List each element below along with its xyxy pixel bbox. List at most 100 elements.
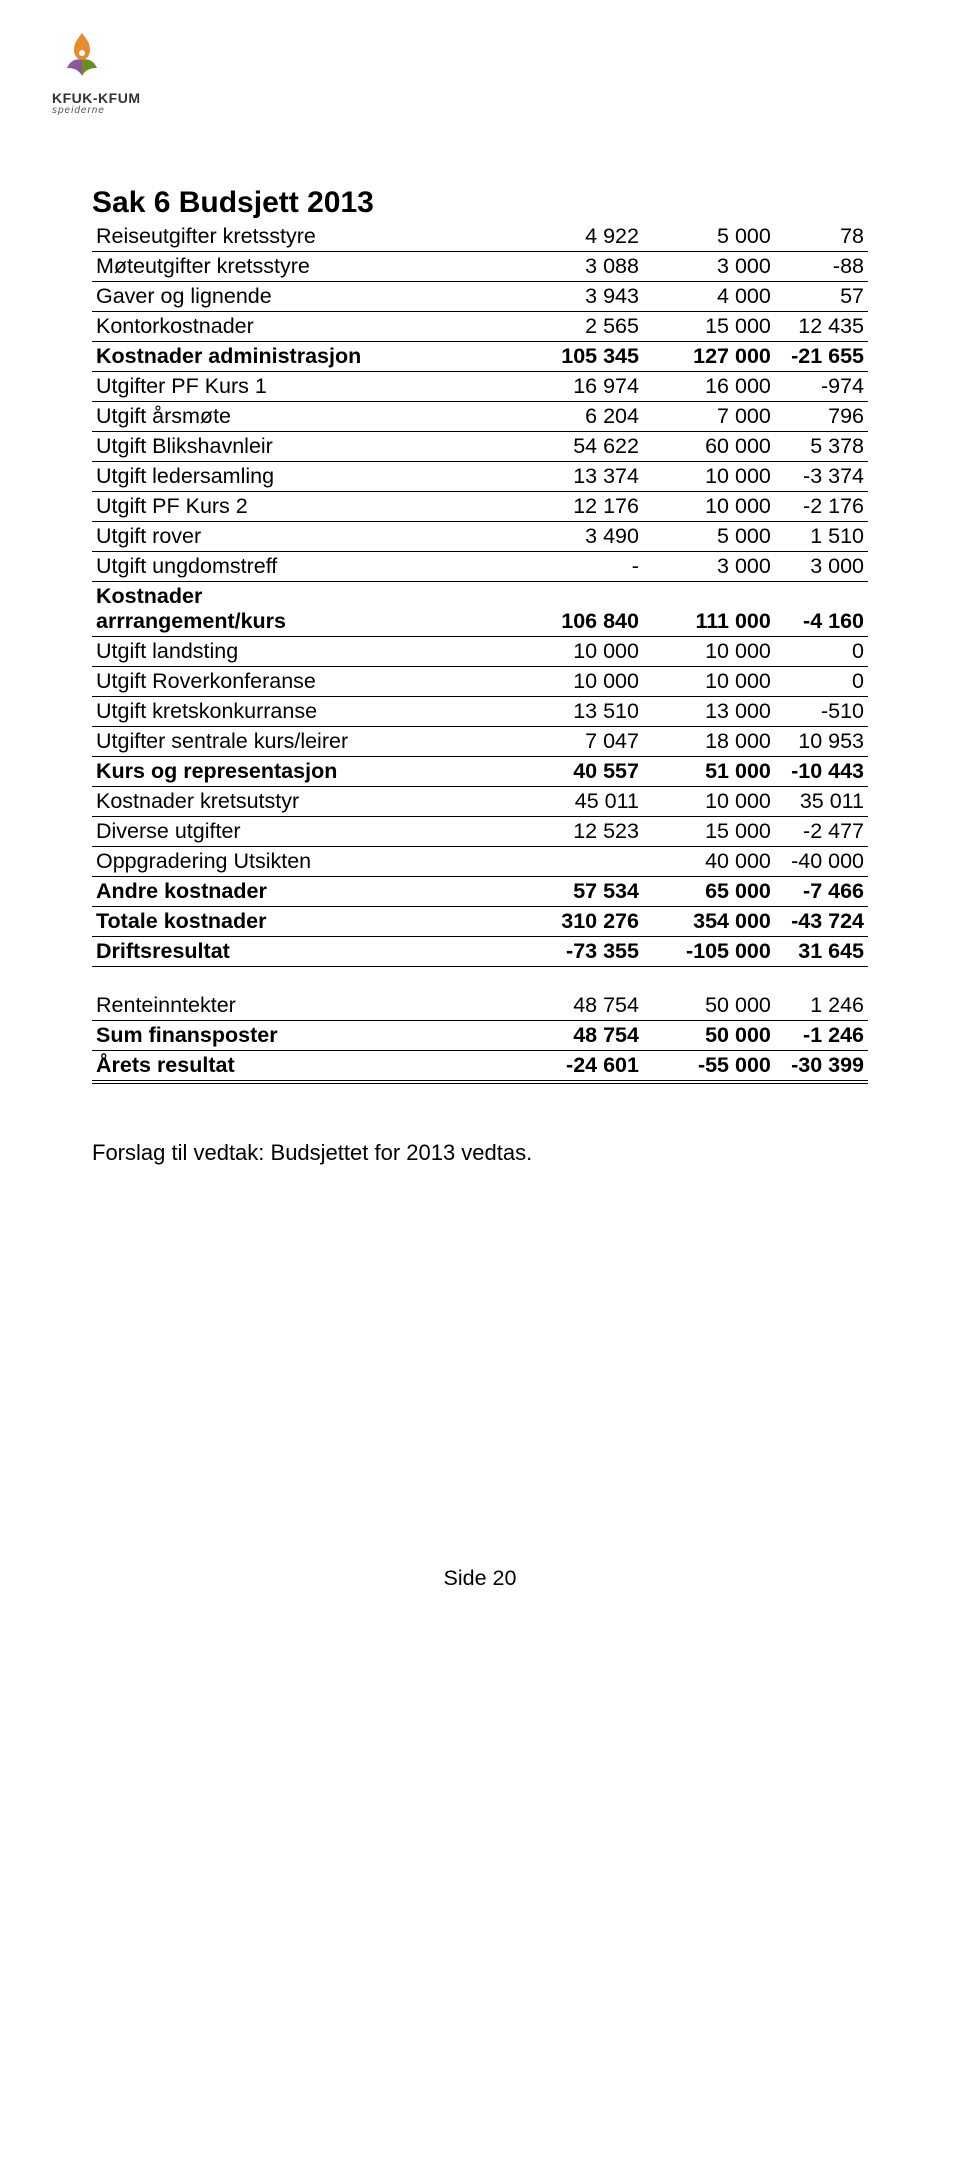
row-label: Utgifter sentrale kurs/leirer [92,727,511,757]
row-col-1: 13 510 [511,697,643,727]
row-col-1: 54 622 [511,432,643,462]
row-label: Kurs og representasjon [92,757,511,787]
row-col-1: 10 000 [511,637,643,667]
table-row: Kurs og representasjon40 55751 000-10 44… [92,757,868,787]
table-row: Utgift kretskonkurranse13 51013 000-510 [92,697,868,727]
row-label: Utgift rover [92,522,511,552]
row-col-2: 50 000 [643,1021,775,1051]
row-col-2: 10 000 [643,462,775,492]
proposal-text: Forslag til vedtak: Budsjettet for 2013 … [92,1140,868,1166]
row-col-1: 3 943 [511,282,643,312]
row-label: Kontorkostnader [92,312,511,342]
page-footer: Side 20 [92,1566,868,1591]
row-col-3: -2 176 [775,492,868,522]
table-row: Kostnaderarrrangement/kurs106 840111 000… [92,582,868,637]
row-label: Sum finansposter [92,1021,511,1051]
row-col-3: 5 378 [775,432,868,462]
row-col-3: -21 655 [775,342,868,372]
row-label: Utgift landsting [92,637,511,667]
table-row: Utgift Roverkonferanse10 00010 0000 [92,667,868,697]
row-col-2: 7 000 [643,402,775,432]
table-row: Utgift rover3 4905 0001 510 [92,522,868,552]
row-col-2: 50 000 [643,991,775,1021]
row-label: Møteutgifter kretsstyre [92,252,511,282]
row-col-1: 45 011 [511,787,643,817]
row-label: Utgift Roverkonferanse [92,667,511,697]
table-row: Sum finansposter48 75450 000-1 246 [92,1021,868,1051]
row-col-2: 354 000 [643,907,775,937]
row-col-3: -88 [775,252,868,282]
table-row: Oppgradering Utsikten40 000-40 000 [92,847,868,877]
row-col-1: 48 754 [511,1021,643,1051]
row-col-2: 60 000 [643,432,775,462]
row-col-3: -7 466 [775,877,868,907]
row-label: Driftsresultat [92,937,511,967]
budget-table: Reiseutgifter kretsstyre4 9225 00078Møte… [92,222,868,1084]
row-label: Andre kostnader [92,877,511,907]
row-col-2: 15 000 [643,817,775,847]
row-label: Utgift kretskonkurranse [92,697,511,727]
table-row: Diverse utgifter12 52315 000-2 477 [92,817,868,847]
row-col-1: 48 754 [511,991,643,1021]
row-label [92,967,511,992]
row-col-1: 2 565 [511,312,643,342]
row-label: Årets resultat [92,1051,511,1083]
row-col-2: -105 000 [643,937,775,967]
row-col-1: 12 523 [511,817,643,847]
row-col-2: 4 000 [643,282,775,312]
row-col-2: 5 000 [643,522,775,552]
row-col-3: -3 374 [775,462,868,492]
row-label: Utgift ungdomstreff [92,552,511,582]
table-row: Utgifter sentrale kurs/leirer7 04718 000… [92,727,868,757]
row-col-3: 35 011 [775,787,868,817]
table-row: Kostnader administrasjon105 345127 000-2… [92,342,868,372]
row-label: Utgift ledersamling [92,462,511,492]
row-col-1 [511,847,643,877]
row-col-3: 0 [775,667,868,697]
table-row: Utgift ungdomstreff-3 0003 000 [92,552,868,582]
row-col-1: 6 204 [511,402,643,432]
row-col-2 [643,967,775,992]
row-label: Kostnader administrasjon [92,342,511,372]
table-row: Utgift PF Kurs 212 17610 000-2 176 [92,492,868,522]
table-row: Årets resultat-24 601-55 000-30 399 [92,1051,868,1083]
table-row: Gaver og lignende3 9434 00057 [92,282,868,312]
table-row: Utgift ledersamling13 37410 000-3 374 [92,462,868,492]
row-col-1: 310 276 [511,907,643,937]
row-col-3: 1 510 [775,522,868,552]
row-col-3: -974 [775,372,868,402]
row-label: Renteinntekter [92,991,511,1021]
row-col-3: -40 000 [775,847,868,877]
row-col-2: 65 000 [643,877,775,907]
row-col-2: 3 000 [643,252,775,282]
row-col-3: -30 399 [775,1051,868,1083]
logo: KFUK-KFUM speiderne [52,28,868,116]
row-col-1: -24 601 [511,1051,643,1083]
scout-logo-icon [52,28,112,88]
table-row: Renteinntekter48 75450 0001 246 [92,991,868,1021]
row-col-3: -510 [775,697,868,727]
row-col-1: 13 374 [511,462,643,492]
row-col-2: 10 000 [643,787,775,817]
row-col-2: 15 000 [643,312,775,342]
table-row: Utgift landsting10 00010 0000 [92,637,868,667]
row-label: Kostnaderarrrangement/kurs [92,582,511,637]
table-row: Utgift Blikshavnleir54 62260 0005 378 [92,432,868,462]
row-col-2: 40 000 [643,847,775,877]
row-col-3: 12 435 [775,312,868,342]
row-col-1: 7 047 [511,727,643,757]
row-col-1: 105 345 [511,342,643,372]
table-row: Kostnader kretsutstyr45 01110 00035 011 [92,787,868,817]
row-col-3: 796 [775,402,868,432]
table-row: Møteutgifter kretsstyre3 0883 000-88 [92,252,868,282]
row-col-3: 3 000 [775,552,868,582]
row-col-3: 57 [775,282,868,312]
table-row: Andre kostnader57 53465 000-7 466 [92,877,868,907]
row-col-2: 16 000 [643,372,775,402]
row-col-3: 31 645 [775,937,868,967]
table-row: Kontorkostnader2 56515 00012 435 [92,312,868,342]
row-col-2: 10 000 [643,637,775,667]
row-col-1: -73 355 [511,937,643,967]
row-label: Utgifter PF Kurs 1 [92,372,511,402]
row-col-1: 4 922 [511,222,643,252]
